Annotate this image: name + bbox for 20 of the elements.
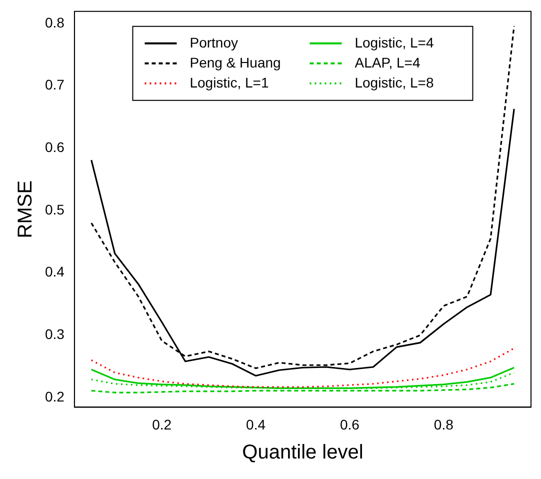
y-tick-label: 0.7	[44, 76, 65, 93]
y-tick-label: 0.6	[44, 139, 65, 156]
line-series	[90, 348, 515, 388]
legend-label: Logistic, L=4	[354, 34, 434, 50]
y-tick-label: 0.3	[44, 326, 65, 342]
x-tick-label: 0.6	[340, 416, 360, 432]
legend-label: Logistic, L=1	[190, 74, 269, 90]
legend-label: ALAP, L=4	[354, 54, 420, 70]
legend-label: Portnoy	[190, 34, 238, 50]
x-tick-label: 0.2	[152, 416, 172, 432]
x-tick-label: 0.8	[434, 416, 454, 432]
x-tick-label: 0.4	[246, 416, 266, 432]
y-tick-label: 0.2	[44, 388, 65, 404]
y-tick-label: 0.5	[44, 201, 65, 218]
legend-label: Logistic, L=8	[354, 74, 434, 90]
legend-label: Peng & Huang	[190, 54, 281, 70]
y-axis-title: RMSE	[14, 180, 37, 238]
y-tick-label: 0.8	[44, 14, 65, 30]
y-tick-label: 0.4	[44, 264, 65, 280]
x-axis-title: Quantile level	[242, 442, 364, 464]
